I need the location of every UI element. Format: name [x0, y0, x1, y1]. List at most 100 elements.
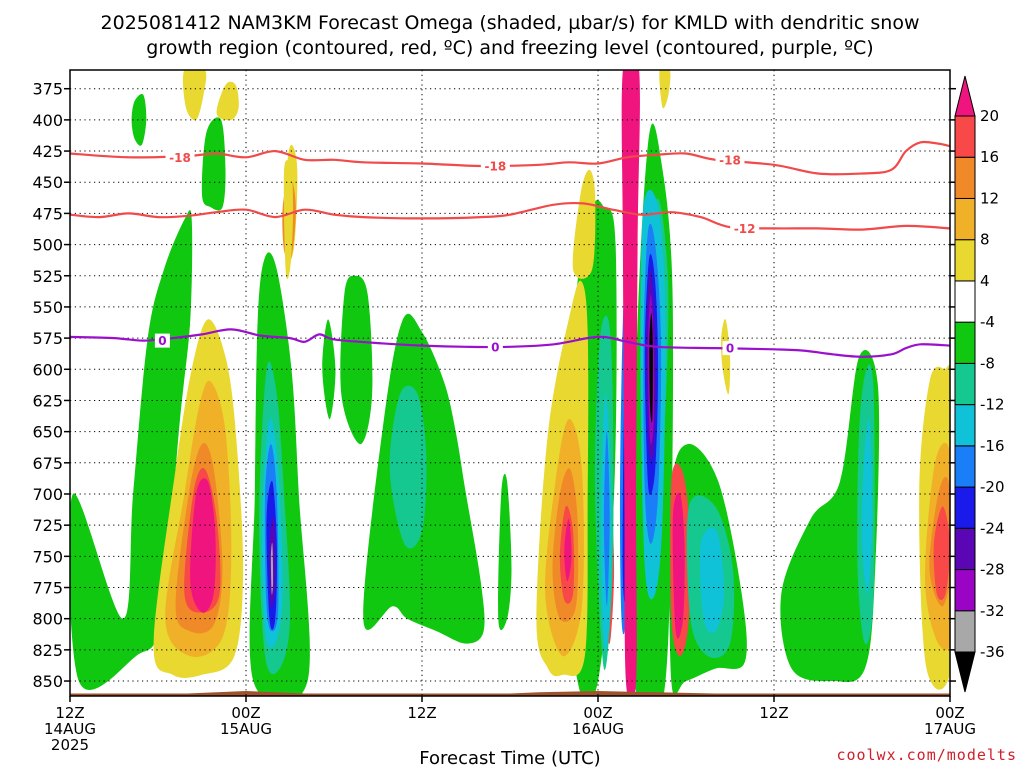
y-tick-label: 850 [32, 672, 63, 691]
colorbar-swatch [954, 239, 976, 282]
y-tick-label: 525 [32, 267, 63, 286]
colorbar-label: 8 [980, 231, 990, 249]
colorbar-label: -28 [980, 561, 1005, 579]
colorbar-label: 12 [980, 189, 999, 207]
ground-layer [70, 691, 950, 696]
x-tick-label: 2025 [51, 736, 89, 754]
colorbar-swatch [954, 197, 976, 241]
y-axis: 375 400 425 450 475 500 525 550 575 600 625 650 675 7… [32, 80, 956, 691]
omega-region [498, 473, 512, 631]
colorbar-label: 4 [980, 272, 990, 290]
colorbar-swatch [954, 156, 976, 199]
contour-label-bg [480, 159, 510, 174]
contour-lines: -18 -18 -18 -12 0 0 0 [70, 140, 950, 358]
colorbar-swatch [954, 527, 976, 571]
omega-region [190, 478, 216, 613]
colorbar-swatch [954, 115, 976, 158]
chart-title-line-2: growth region (contoured, red, ºC) and f… [146, 37, 873, 59]
y-tick-label: 425 [32, 142, 63, 161]
colorbar-swatch [954, 280, 976, 323]
contour-label-bg [154, 333, 170, 348]
colorbar-label: -4 [980, 313, 995, 331]
omega-region [621, 70, 640, 696]
colorbar-end-high [954, 75, 976, 117]
contour-label-bg [165, 150, 195, 165]
colorbar-label: -12 [980, 396, 1005, 414]
omega-region [216, 81, 239, 121]
colorbar-swatch [954, 362, 976, 406]
contour-label: -18 [169, 151, 191, 165]
contour-label: -18 [484, 160, 506, 174]
omega-region [933, 506, 950, 600]
y-tick-label: 800 [32, 610, 63, 629]
x-tick-label: 17AUG [924, 720, 976, 738]
colorbar-label: -32 [980, 602, 1005, 620]
x-tick-label: 00Z [231, 704, 260, 722]
colorbar-swatch [954, 569, 976, 612]
y-tick-label: 400 [32, 111, 63, 130]
omega-region [201, 117, 226, 211]
y-tick-label: 500 [32, 236, 63, 255]
x-tick-label: 12Z [55, 704, 84, 722]
omega-region [861, 417, 873, 595]
y-tick-label: 375 [32, 80, 63, 99]
contour-label: -12 [734, 222, 756, 236]
contour-label: -18 [719, 153, 741, 167]
omega-region [649, 313, 654, 423]
y-tick-label: 575 [32, 329, 63, 348]
omega-region [283, 160, 294, 280]
y-tick-label: 675 [32, 454, 63, 473]
x-tick-label: 12Z [759, 704, 788, 722]
x-tick-label: 16AUG [572, 720, 624, 738]
colorbar-swatch [954, 486, 976, 529]
y-tick-label: 625 [32, 391, 63, 410]
omega-region [572, 169, 596, 279]
contour-label: 0 [726, 342, 734, 356]
omega-region [603, 431, 610, 607]
x-tick-label: 14AUG [44, 720, 96, 738]
y-tick-label: 750 [32, 547, 63, 566]
colorbar-label: -8 [980, 354, 995, 372]
x-tick-label: 15AUG [220, 720, 272, 738]
contour-line [70, 140, 950, 176]
colorbar-label: -16 [980, 437, 1005, 455]
plot-area: -18 -18 -18 -12 0 0 0 [70, 70, 950, 696]
omega-region [672, 492, 685, 639]
site-credit: coolwx.com/modelts [836, 746, 1017, 764]
contour-line [70, 201, 950, 231]
contour-label: 0 [491, 340, 499, 354]
omega-region [322, 319, 336, 420]
x-tick-label: 00Z [935, 704, 964, 722]
contour-label: 0 [158, 334, 166, 348]
y-tick-label: 550 [32, 298, 63, 317]
omega-region [389, 385, 427, 549]
omega-region [182, 70, 207, 121]
omega-region [721, 318, 731, 395]
colorbar-label: -36 [980, 643, 1005, 661]
x-axis-title: Forecast Time (UTC) [419, 748, 600, 768]
x-tick-label: 00Z [583, 704, 612, 722]
y-tick-label: 475 [32, 204, 63, 223]
colorbar-swatch [954, 445, 976, 488]
omega-region [270, 542, 274, 595]
omega-region [780, 349, 880, 683]
omega-region [699, 527, 725, 634]
y-tick-label: 775 [32, 579, 63, 598]
contour-label-bg [715, 152, 745, 167]
x-tick-label: 12Z [407, 704, 436, 722]
colorbar-end-low [954, 651, 976, 693]
y-tick-label: 700 [32, 485, 63, 504]
omega-region [564, 518, 572, 582]
colorbar-label: -20 [980, 478, 1005, 496]
colorbar-swatch [954, 321, 976, 364]
y-tick-label: 725 [32, 516, 63, 535]
y-tick-label: 600 [32, 360, 63, 379]
omega-shading [70, 70, 950, 696]
grid-lines [70, 70, 950, 696]
colorbar-label: 16 [980, 148, 999, 166]
omega-region [659, 70, 671, 109]
contour-label-bg [487, 339, 503, 354]
omega-region [340, 275, 373, 445]
colorbar-label: -24 [980, 519, 1005, 537]
